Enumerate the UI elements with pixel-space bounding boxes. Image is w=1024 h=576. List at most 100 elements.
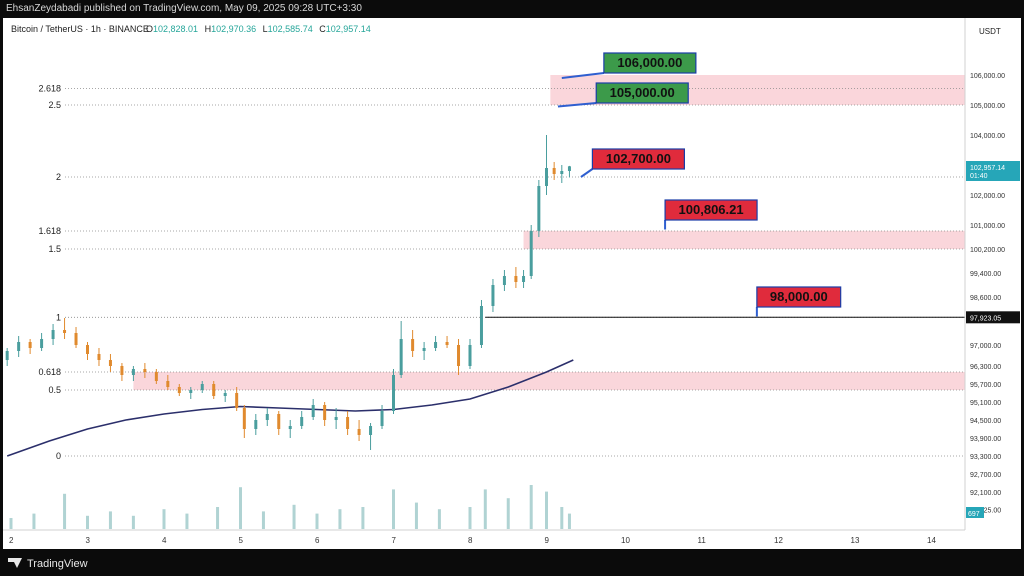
callout-box[interactable] bbox=[664, 199, 758, 221]
candle-body[interactable] bbox=[537, 186, 541, 231]
volume-badge-label: 697 bbox=[968, 511, 980, 518]
candle-body[interactable] bbox=[28, 342, 32, 348]
low-value: 102,585.74 bbox=[268, 24, 313, 34]
candle-body[interactable] bbox=[120, 366, 124, 375]
candle-body[interactable] bbox=[277, 414, 281, 429]
candle-body[interactable] bbox=[200, 384, 204, 390]
candle-body[interactable] bbox=[223, 393, 227, 396]
chart-frame[interactable]: 2.618 2.5 2 1.618 1.5 1 0.618 0.5 0 106,000.00 10… bbox=[3, 18, 1021, 549]
candle-body[interactable] bbox=[177, 387, 181, 393]
price-tick-label: 93,300.00 bbox=[970, 454, 1001, 461]
volume-bar bbox=[414, 502, 418, 529]
candle-body[interactable] bbox=[166, 381, 170, 387]
candle-body[interactable] bbox=[545, 168, 548, 186]
volume-bar bbox=[261, 511, 265, 529]
supply-demand-zone[interactable] bbox=[133, 372, 965, 390]
candle-body[interactable] bbox=[254, 420, 258, 429]
candle-body[interactable] bbox=[74, 333, 78, 345]
time-tick-label: 12 bbox=[774, 536, 783, 545]
candle-body[interactable] bbox=[468, 345, 472, 366]
candle-body[interactable] bbox=[357, 429, 361, 435]
volume-bar bbox=[216, 507, 220, 529]
price-tick-label: 100,200.00 bbox=[970, 247, 1005, 254]
candle-body[interactable] bbox=[422, 348, 426, 351]
candle-body[interactable] bbox=[529, 231, 533, 276]
candle-body[interactable] bbox=[392, 375, 395, 411]
time-tick-label: 5 bbox=[239, 536, 244, 545]
candle-body[interactable] bbox=[552, 168, 556, 174]
candle-body[interactable] bbox=[154, 372, 158, 381]
price-tick-label: 105,000.00 bbox=[970, 103, 1005, 110]
candle-body[interactable] bbox=[491, 285, 495, 306]
fib-level-label: 2.618 bbox=[38, 84, 61, 94]
open-label: O bbox=[146, 24, 153, 34]
tradingview-logo[interactable]: TradingView bbox=[8, 558, 88, 570]
callout-box[interactable] bbox=[756, 286, 842, 308]
price-tick-label: 102,000.00 bbox=[970, 193, 1005, 200]
callout-box[interactable] bbox=[603, 52, 697, 74]
candle-body[interactable] bbox=[514, 276, 518, 282]
candle-body[interactable] bbox=[369, 426, 373, 435]
moving-average-line[interactable] bbox=[6, 359, 574, 457]
candle-body[interactable] bbox=[265, 414, 269, 420]
candle-body[interactable] bbox=[51, 330, 55, 339]
price-axis[interactable] bbox=[965, 18, 1021, 549]
ohlc-readout: O102,828.01 H102,970.36 L102,585.74 C102… bbox=[146, 24, 371, 34]
candle-body[interactable] bbox=[86, 345, 89, 354]
price-tick-label: 96,300.00 bbox=[970, 364, 1001, 371]
candle-body[interactable] bbox=[212, 384, 216, 396]
candle-body[interactable] bbox=[242, 408, 246, 429]
time-tick-label: 14 bbox=[927, 536, 936, 545]
low-label: L bbox=[263, 24, 268, 34]
symbol-label: Bitcoin / TetherUS · 1h · BINANCE bbox=[11, 24, 149, 34]
candle-body[interactable] bbox=[567, 166, 571, 171]
candle-body[interactable] bbox=[411, 339, 415, 351]
price-tick-highlight bbox=[966, 311, 1020, 324]
candle-body[interactable] bbox=[560, 171, 564, 174]
candle-body[interactable] bbox=[235, 393, 239, 408]
price-tick-label: 94,500.00 bbox=[970, 418, 1001, 425]
callout-pointer bbox=[561, 72, 604, 79]
candle-body[interactable] bbox=[311, 405, 315, 417]
candle-body[interactable] bbox=[108, 360, 112, 366]
candle-body[interactable] bbox=[434, 342, 438, 348]
candle-body[interactable] bbox=[5, 351, 9, 360]
publisher-text: EhsanZeydabadi published on TradingView.… bbox=[6, 3, 362, 14]
candle-body[interactable] bbox=[300, 417, 304, 426]
candle-body[interactable] bbox=[323, 405, 327, 420]
price-tick-label: 91,525.00 bbox=[970, 507, 1001, 514]
time-tick-label: 6 bbox=[315, 536, 320, 545]
candle-body[interactable] bbox=[17, 342, 21, 351]
candle-body[interactable] bbox=[143, 369, 147, 372]
fib-level-label: 0 bbox=[56, 451, 61, 461]
price-tick-label: 95,100.00 bbox=[970, 400, 1001, 407]
candle-body[interactable] bbox=[63, 330, 67, 333]
volume-bar bbox=[63, 493, 67, 529]
candle-body[interactable] bbox=[502, 276, 506, 285]
candle-body[interactable] bbox=[479, 306, 483, 345]
candle-body[interactable] bbox=[522, 276, 526, 282]
callout-box[interactable] bbox=[591, 148, 686, 170]
footer-bar: TradingView bbox=[0, 553, 1024, 576]
candle-body[interactable] bbox=[380, 411, 384, 426]
candle-body[interactable] bbox=[457, 345, 461, 366]
fib-level-label: 0.618 bbox=[38, 367, 61, 377]
supply-demand-zone[interactable] bbox=[523, 230, 965, 249]
candle-body[interactable] bbox=[288, 426, 292, 429]
high-value: 102,970.36 bbox=[211, 24, 256, 34]
candle-body[interactable] bbox=[445, 342, 449, 345]
candle-body[interactable] bbox=[399, 339, 403, 375]
time-tick-label: 13 bbox=[851, 536, 860, 545]
price-tick-label: 93,900.00 bbox=[970, 436, 1001, 443]
callout-label: 106,000.00 bbox=[617, 55, 682, 70]
candle-body[interactable] bbox=[346, 417, 350, 429]
candle-body[interactable] bbox=[189, 390, 193, 393]
volume-bar bbox=[239, 487, 242, 529]
candle-body[interactable] bbox=[40, 339, 44, 348]
price-chart[interactable]: 2.618 2.5 2 1.618 1.5 1 0.618 0.5 0 106,000.00 10… bbox=[3, 18, 1021, 549]
candle-body[interactable] bbox=[131, 369, 135, 375]
last-price-badge bbox=[966, 161, 1020, 181]
candle-body[interactable] bbox=[334, 417, 338, 420]
callout-box[interactable] bbox=[595, 82, 689, 104]
candle-body[interactable] bbox=[97, 354, 101, 360]
